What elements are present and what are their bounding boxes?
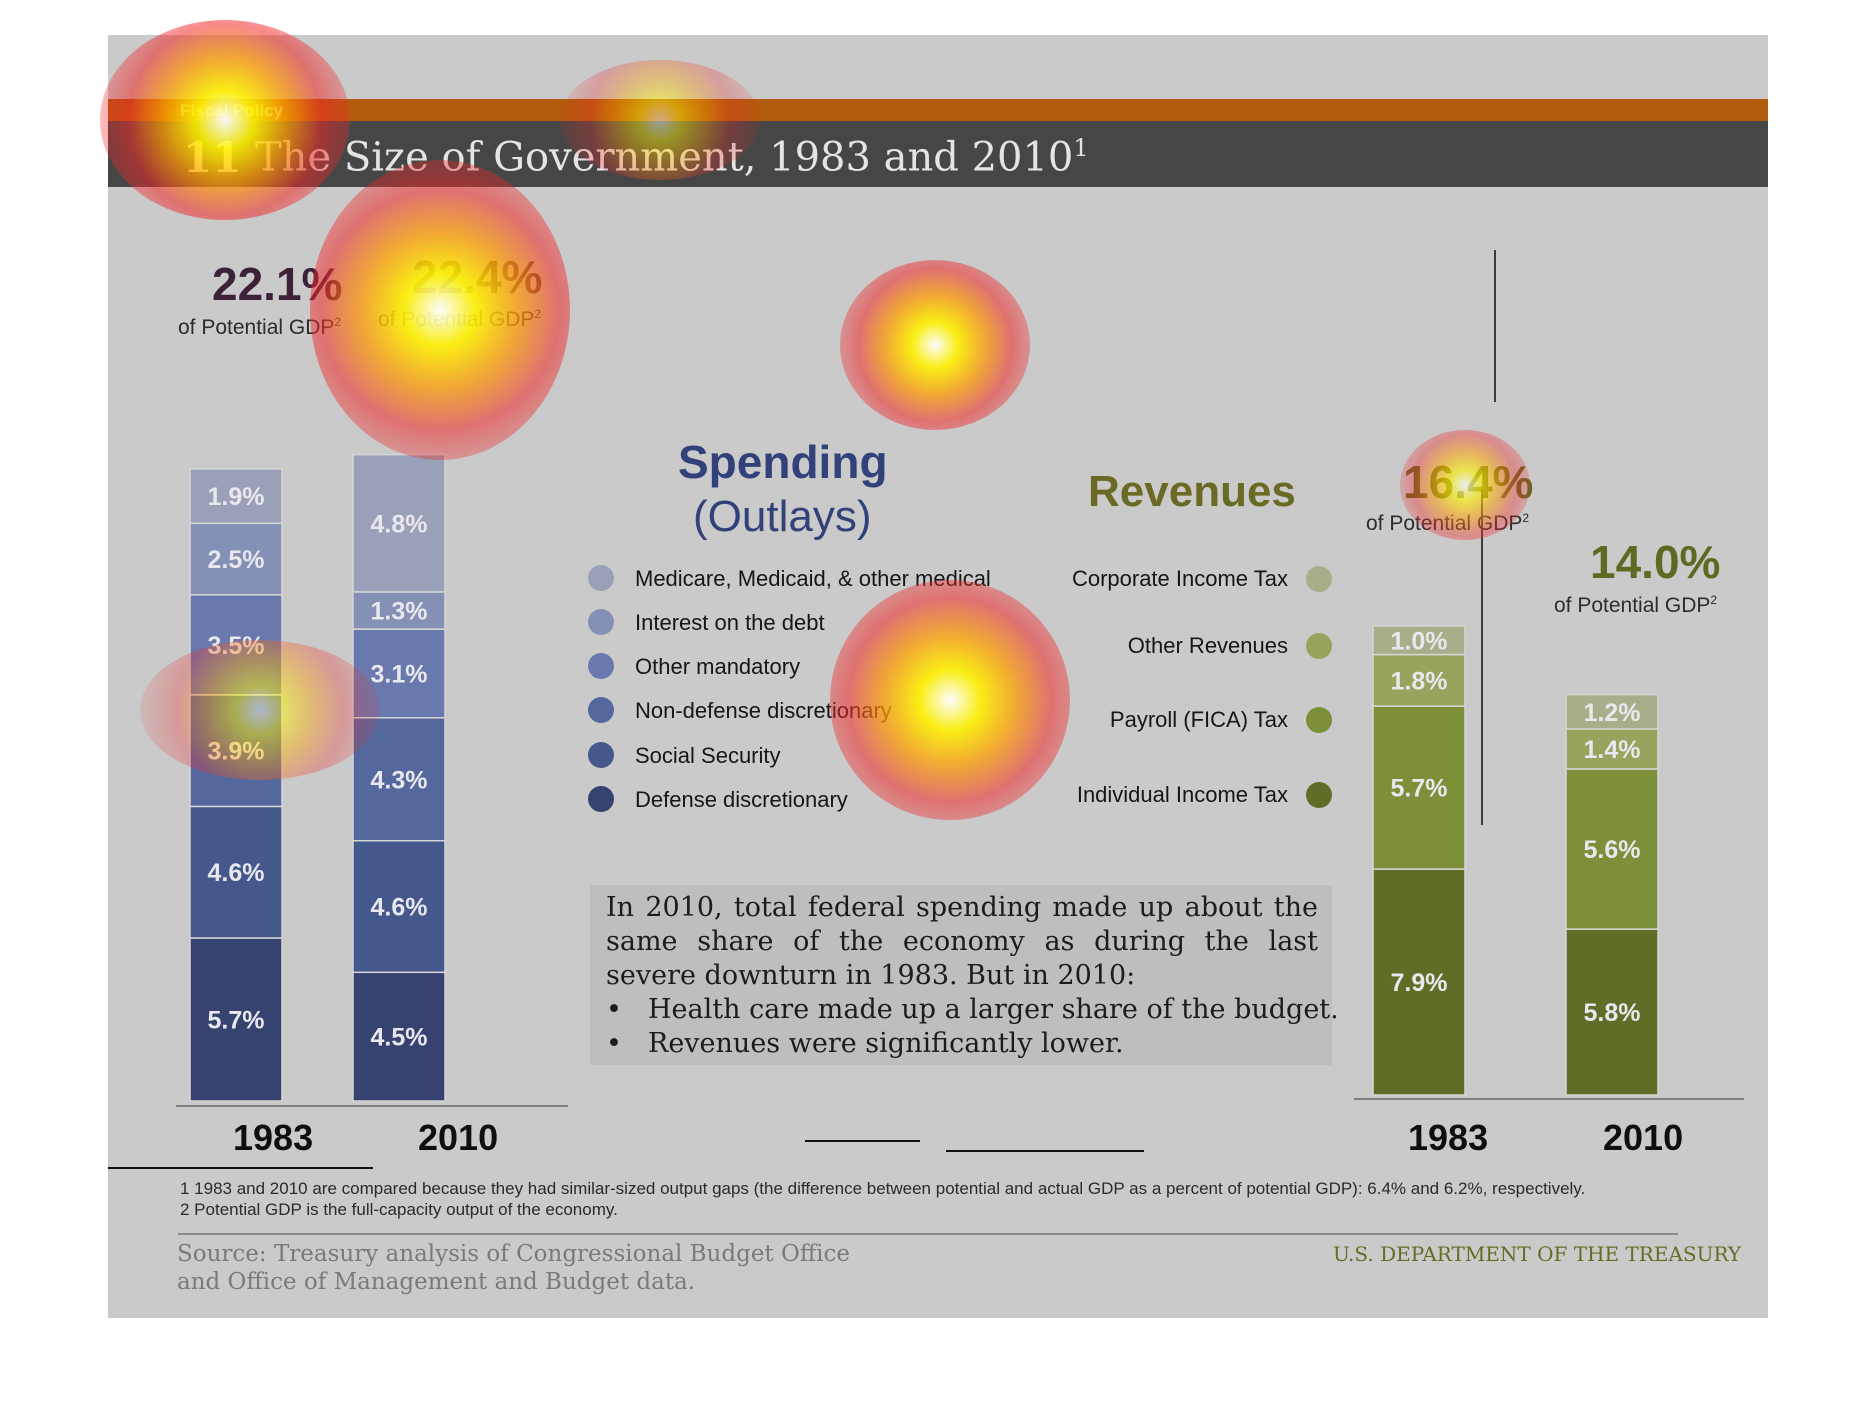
summary-bullet-2: • Revenues were significantly lower. [606,1027,1124,1061]
source-line-1: Source: Treasury analysis of Congression… [177,1241,851,1267]
spending-bar-2010-segment-4 [352,591,446,630]
source-line-2: and Office of Management and Budget data… [177,1269,696,1295]
bullet-glyph: • [606,994,622,1025]
spending-bar-1983-segment-1 [189,805,283,939]
legend-label-other-mandatory: Other mandatory [635,654,801,679]
legend-label-defense: Defense discretionary [635,787,848,812]
bullet-text: Revenues were significantly lower. [648,1028,1124,1059]
stray-line [946,1150,1144,1152]
footer-rule [178,1233,1678,1235]
revenue-bar-1983-segment-2 [1372,653,1466,707]
legend-label-other-revenues: Other Revenues [1127,633,1288,658]
caption-text: of Potential GDP [178,316,335,339]
spending-label-2010-segment-3: 3.1% [371,660,428,688]
spending-label-2010-segment-1: 4.6% [371,894,428,922]
legend-dot-medicare [588,565,614,591]
spending-label-1983-segment-1: 4.6% [208,859,265,887]
spending-heading: Spending [678,436,888,488]
stacked-bar-charts: 5.7% 4.6% 3.9% 3.5% 2.5% 1.9% 4.5% 4.6% 4.3% 3.1%… [189,453,1659,1102]
legend-dot-social-security [588,742,614,768]
revenue-total-2010: 14.0% [1590,536,1721,588]
stray-line [108,1167,373,1169]
revenue-bar-2010-segment-1 [1565,768,1659,930]
legend-dot-individual [1306,782,1332,808]
legend-dot-corporate [1306,566,1332,592]
section-band [108,99,1768,121]
legend-label-payroll: Payroll (FICA) Tax [1109,707,1288,732]
divider-line [1481,490,1483,825]
revenue-label-1983-segment-0: 7.9% [1391,969,1448,997]
spending-bar-1983-segment-5 [189,468,283,525]
legend-dot-other-revenues [1306,633,1332,659]
source-note: Source: Treasury analysis of Congression… [177,1240,850,1296]
revenue-bar-1983-segment-1 [1372,705,1466,870]
legend-label-non-defense: Non-defense discretionary [635,698,892,723]
revenue-bar-2010-segment-3 [1565,693,1659,730]
agency-name: U.S. DEPARTMENT OF THE TREASURY [1333,1242,1742,1266]
legend-label-individual: Individual Income Tax [1076,782,1288,807]
spending-year-1983: 1983 [233,1117,314,1158]
caption-text: of Potential GDP [1554,594,1711,617]
stray-line [805,1140,920,1142]
revenue-label-1983-segment-3: 1.0% [1391,627,1448,655]
revenue-label-1983-segment-1: 5.7% [1391,775,1448,803]
summary-bullet-1: • Health care made up a larger share of t… [606,993,1339,1027]
spending-label-2010-segment-5: 4.8% [371,510,428,538]
legend-dot-interest [588,609,614,635]
legend-dot-non-defense [588,697,614,723]
revenue-bar-1983-segment-3 [1372,625,1466,656]
spending-label-1983-segment-3: 3.5% [208,632,265,660]
revenue-year-1983: 1983 [1408,1117,1489,1158]
divider-line [1494,250,1496,402]
revenue-label-2010-segment-2: 1.4% [1584,736,1641,764]
spending-label-1983-segment-5: 1.9% [208,483,265,511]
summary-paragraph: In 2010, total federal spending made up … [606,892,1318,991]
summary-textbox: In 2010, total federal spending made up … [590,885,1339,1065]
spending-bar-2010-segment-5 [352,453,446,593]
revenue-total-2010-caption: of Potential GDP2 [1554,593,1717,618]
legend-dot-defense [588,786,614,812]
chart-title-superscript: 1 [1073,134,1089,162]
legend-label-medicare: Medicare, Medicaid, & other medical [635,566,991,591]
legend-label-social-security: Social Security [635,743,781,768]
legend-label-corporate: Corporate Income Tax [1071,566,1288,591]
revenue-baseline [1354,1098,1744,1100]
revenue-bar-1983-segment-0 [1372,868,1466,1096]
revenue-label-2010-segment-1: 5.6% [1584,836,1641,864]
revenue-label-1983-segment-2: 1.8% [1391,667,1448,695]
revenue-label-2010-segment-0: 5.8% [1584,999,1641,1027]
revenue-bar-2010-segment-2 [1565,728,1659,770]
spending-label-2010-segment-4: 1.3% [371,598,428,626]
legend-dot-other-mandatory [588,653,614,679]
footnote-2: 2 Potential GDP is the full-capacity out… [180,1200,618,1219]
footnote-1: 1 1983 and 2010 are compared because the… [180,1179,1586,1198]
spending-label-1983-segment-0: 5.7% [208,1006,265,1034]
revenue-label-2010-segment-3: 1.2% [1584,699,1641,727]
spending-bar-1983-segment-4 [189,522,283,596]
spending-label-2010-segment-2: 4.3% [371,766,428,794]
revenue-bar-2010-segment-0 [1565,928,1659,1096]
spending-subheading: (Outlays) [693,492,872,541]
spending-baseline [176,1105,568,1107]
legend-dot-payroll [1306,707,1332,733]
legend-label-interest: Interest on the debt [635,610,825,635]
bullet-glyph: • [606,1028,622,1059]
spending-label-1983-segment-2: 3.9% [208,738,265,766]
spending-label-2010-segment-0: 4.5% [371,1024,428,1052]
slide: Fiscal Policy 11 The Size of Government,… [108,35,1768,1318]
revenues-heading: Revenues [1088,467,1296,516]
bullet-text: Health care made up a larger share of th… [648,994,1339,1025]
caption-sup: 2 [1710,593,1718,607]
revenue-year-2010: 2010 [1603,1117,1684,1158]
spending-year-2010: 2010 [418,1117,499,1158]
spending-bar-2010-segment-0 [352,971,446,1102]
spending-label-1983-segment-4: 2.5% [208,546,265,574]
